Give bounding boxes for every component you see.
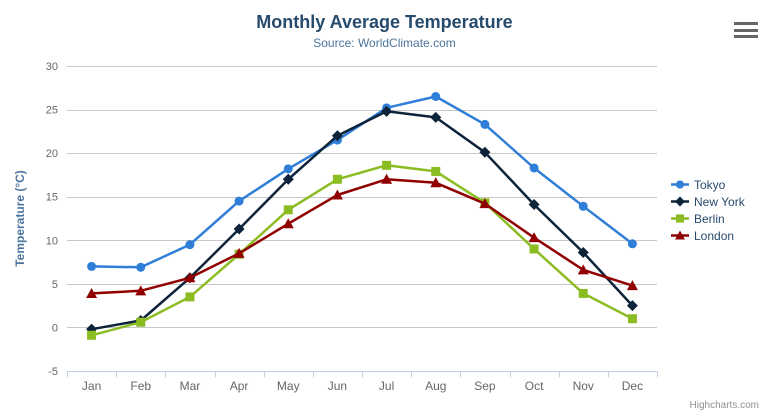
series-line-london[interactable] (90, 178, 634, 295)
x-axis-label: Jun (328, 379, 347, 393)
data-point-marker[interactable] (86, 287, 98, 298)
series-london[interactable] (86, 173, 638, 298)
data-point-marker[interactable] (529, 163, 539, 173)
chart-title: Monthly Average Temperature (256, 12, 513, 32)
menu-bar (734, 22, 758, 25)
data-point-marker[interactable] (135, 285, 147, 296)
data-point-marker[interactable] (136, 317, 146, 327)
data-point-marker[interactable] (529, 244, 539, 254)
menu-bar (734, 35, 758, 38)
x-axis-label: Oct (525, 379, 544, 393)
data-point-marker[interactable] (480, 119, 490, 129)
y-axis-title: Temperature (°C) (13, 170, 27, 267)
data-point-marker[interactable] (627, 314, 637, 324)
series-new-york[interactable] (86, 105, 638, 335)
data-point-marker[interactable] (382, 160, 392, 170)
series-berlin[interactable] (87, 160, 637, 340)
y-axis-label: 30 (46, 61, 58, 73)
data-point-marker[interactable] (381, 173, 393, 184)
data-point-marker[interactable] (431, 92, 441, 101)
data-point-marker[interactable] (331, 130, 343, 142)
data-point-marker[interactable] (282, 218, 294, 229)
legend-label: Tokyo (694, 177, 726, 192)
legend-item-berlin[interactable]: Berlin (671, 210, 745, 227)
y-axis-label: 15 (46, 192, 58, 204)
y-axis-label: 20 (46, 148, 58, 160)
y-axis-label: 25 (46, 105, 58, 117)
y-axis-label: -5 (48, 366, 58, 378)
y-axis-label: 5 (52, 279, 58, 291)
x-axis-label: Dec (622, 379, 643, 393)
menu-bar (734, 28, 758, 32)
legend-symbol-triangle-icon (671, 230, 689, 240)
series-line-berlin[interactable] (90, 164, 634, 337)
data-point-marker[interactable] (626, 300, 638, 312)
data-point-marker[interactable] (675, 180, 685, 189)
chart-subtitle: Source: WorldClimate.com (313, 36, 456, 50)
data-point-marker[interactable] (136, 262, 146, 272)
data-point-marker[interactable] (283, 164, 293, 174)
x-axis: Jan Feb Mar Apr May Jun Jul Aug Sep Oct Nov Dec (66, 371, 658, 393)
x-axis-label: Jan (82, 379, 101, 393)
data-point-marker[interactable] (234, 196, 244, 206)
x-axis-label: Jul (379, 379, 394, 393)
legend-label: London (694, 228, 735, 243)
y-axis-label: 10 (46, 235, 58, 247)
x-axis-label: Feb (130, 379, 151, 393)
x-axis-label: Nov (573, 379, 594, 393)
data-point-marker[interactable] (431, 166, 441, 176)
x-axis-label: Apr (230, 379, 249, 393)
legend-symbol-square-icon (671, 214, 689, 223)
x-axis-label: Mar (180, 379, 201, 393)
data-point-marker[interactable] (577, 246, 589, 258)
data-point-marker[interactable] (233, 247, 245, 258)
x-axis-label: May (277, 379, 300, 393)
data-point-marker[interactable] (87, 261, 97, 271)
series-line-new-york[interactable] (90, 110, 634, 331)
data-point-marker[interactable] (675, 196, 685, 207)
data-point-marker[interactable] (626, 280, 638, 291)
data-point-marker[interactable] (283, 205, 293, 215)
x-axis-label: Aug (425, 379, 446, 393)
data-point-marker[interactable] (87, 330, 97, 340)
data-point-marker[interactable] (479, 146, 491, 158)
data-point-marker[interactable] (332, 174, 342, 184)
data-point-marker[interactable] (627, 239, 637, 249)
legend-symbol-diamond-icon (671, 196, 689, 207)
x-axis-label: Sep (474, 379, 496, 393)
series-tokyo[interactable] (87, 92, 637, 272)
data-point-marker[interactable] (184, 272, 196, 283)
data-point-marker[interactable] (282, 173, 294, 185)
data-point-marker[interactable] (331, 189, 343, 200)
data-point-marker[interactable] (430, 177, 442, 188)
credits-link[interactable]: Highcharts.com (689, 400, 759, 411)
hamburger-menu-icon[interactable] (733, 20, 759, 40)
data-point-marker[interactable] (185, 240, 195, 250)
data-point-marker[interactable] (578, 201, 588, 211)
legend-symbol-circle-icon (671, 180, 689, 189)
data-point-marker[interactable] (528, 232, 540, 243)
data-point-marker[interactable] (675, 230, 685, 240)
legend-item-london[interactable]: London (671, 227, 745, 244)
legend-item-tokyo[interactable]: Tokyo (671, 176, 745, 193)
data-point-marker[interactable] (577, 264, 589, 275)
grid-lines (67, 66, 657, 372)
data-point-marker[interactable] (430, 111, 442, 123)
y-axis-label: 0 (52, 322, 58, 334)
data-point-marker[interactable] (578, 288, 588, 298)
data-point-marker[interactable] (233, 223, 245, 235)
data-point-marker[interactable] (185, 292, 195, 302)
data-point-marker[interactable] (381, 105, 393, 117)
data-point-marker[interactable] (528, 199, 540, 211)
data-point-marker[interactable] (675, 214, 685, 223)
legend-label: New York (694, 194, 745, 209)
legend-item-new-york[interactable]: New York (671, 193, 745, 210)
legend-label: Berlin (694, 211, 725, 226)
y-axis: -5 0 5 10 15 20 25 30 Temperature (°C) (13, 61, 58, 378)
data-point-marker[interactable] (479, 198, 491, 209)
legend: Tokyo New York Berlin London (671, 176, 745, 244)
